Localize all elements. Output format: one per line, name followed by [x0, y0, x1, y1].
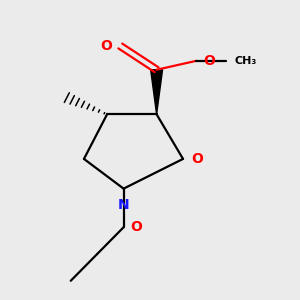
Text: O: O: [203, 54, 215, 68]
Polygon shape: [151, 70, 163, 114]
Text: O: O: [191, 152, 203, 166]
Text: O: O: [130, 220, 142, 234]
Text: O: O: [100, 39, 112, 53]
Text: CH₃: CH₃: [234, 56, 256, 66]
Text: N: N: [118, 198, 129, 212]
